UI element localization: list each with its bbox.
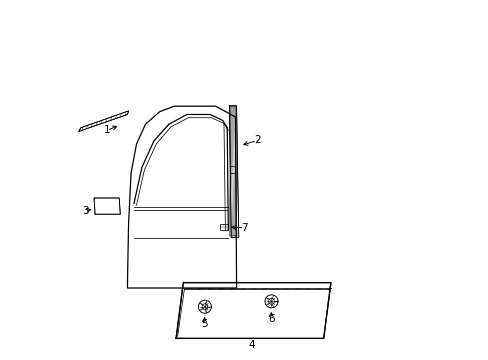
- Polygon shape: [176, 283, 330, 338]
- Polygon shape: [229, 106, 238, 238]
- Text: 4: 4: [248, 340, 254, 350]
- Text: 1: 1: [103, 125, 110, 135]
- Text: 6: 6: [267, 314, 274, 324]
- Polygon shape: [94, 198, 120, 214]
- Text: 3: 3: [82, 206, 88, 216]
- Text: 7: 7: [241, 222, 247, 233]
- Text: 2: 2: [253, 135, 260, 145]
- Text: 5: 5: [201, 319, 207, 329]
- FancyBboxPatch shape: [220, 224, 227, 230]
- Polygon shape: [79, 111, 128, 131]
